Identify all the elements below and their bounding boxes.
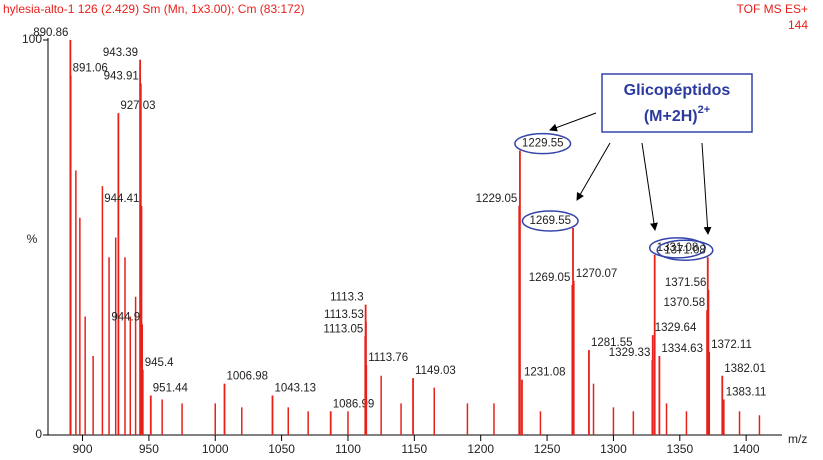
peak-label: 891.06 — [73, 63, 108, 75]
peak-label: 1329.64 — [655, 322, 697, 334]
annotation-line1: Glicopéptidos — [624, 82, 731, 99]
peak-label: 1371.56 — [665, 277, 707, 289]
header-right-2: 144 — [788, 18, 808, 32]
peak-label: 927.03 — [120, 100, 155, 112]
arrows — [549, 112, 712, 235]
peak-label: 1113.53 — [324, 309, 364, 321]
peak-label: 944.41 — [104, 193, 139, 205]
x-tick-label: 1350 — [666, 442, 693, 456]
highlight-ellipse — [648, 237, 707, 259]
annotation-box — [601, 73, 753, 133]
peak-label: 1231.08 — [524, 367, 566, 379]
x-tick-label: 1200 — [467, 442, 494, 456]
peak-label: 1334.63 — [661, 343, 703, 355]
peak-label: 1383.11 — [726, 386, 767, 398]
peak-label: 1270.07 — [576, 268, 618, 280]
peak-label: 1372.11 — [711, 339, 752, 351]
peak-label: 943.39 — [103, 47, 138, 59]
highlight-ellipse — [656, 239, 714, 261]
peak-label: 1113.05 — [323, 323, 363, 335]
peak-label: 1281.55 — [591, 337, 633, 349]
peak-label: 1086.99 — [333, 398, 375, 410]
x-tick-label: 1250 — [534, 442, 561, 456]
header-left: hylesia-alto-1 126 (2.429) Sm (Mn, 1x3.0… — [3, 2, 304, 16]
peak-label: 1382.01 — [724, 363, 766, 375]
peak-label: 945.4 — [145, 357, 174, 369]
peak-label: 943.91 — [104, 70, 139, 82]
peak-label: 944.9 — [111, 311, 140, 323]
x-tick-label: 1100 — [335, 442, 361, 456]
peak-label: 1113.3 — [330, 292, 363, 304]
annotation-sup: 2+ — [698, 104, 711, 116]
y-axis-label: % — [27, 232, 38, 246]
peak-label: 1229.05 — [476, 193, 518, 205]
annotation-formula: (M+2H) — [644, 108, 698, 125]
peak-label: 1371.08 — [664, 244, 706, 256]
peak-label: 951.44 — [153, 383, 189, 395]
x-tick-label: 900 — [72, 442, 92, 456]
y-tick-label: 0 — [35, 427, 42, 441]
peak-label: 1149.03 — [415, 365, 456, 377]
highlight-ellipse — [521, 210, 579, 232]
peak-label: 1113.76 — [368, 352, 408, 364]
annotation-line2: (M+2H)2+ — [644, 104, 710, 125]
x-tick-label: 1000 — [202, 442, 229, 456]
peak-label: 1229.55 — [522, 138, 564, 150]
x-tick-label: 1300 — [600, 442, 627, 456]
peak-label: 890.86 — [33, 27, 68, 39]
x-tick-label: 950 — [139, 442, 159, 456]
x-tick-label: 1150 — [401, 442, 427, 456]
x-tick-label: 1050 — [268, 442, 295, 456]
x-axis-label: m/z — [788, 432, 807, 446]
y-tick-label: 100 — [22, 32, 42, 46]
peak-label: 1269.05 — [529, 272, 571, 284]
x-tick-label: 1400 — [733, 442, 760, 456]
header-right: TOF MS ES+ — [737, 2, 808, 16]
peak-label: 1006.98 — [227, 371, 269, 383]
peak-label: 1269.55 — [529, 215, 571, 227]
peak-label: 1329.33 — [609, 347, 651, 359]
peak-label: 1370.58 — [664, 297, 706, 309]
peak-label: 1043.13 — [274, 383, 316, 395]
peak-label: 1331.08 — [657, 242, 699, 254]
highlight-ellipse — [514, 132, 572, 155]
